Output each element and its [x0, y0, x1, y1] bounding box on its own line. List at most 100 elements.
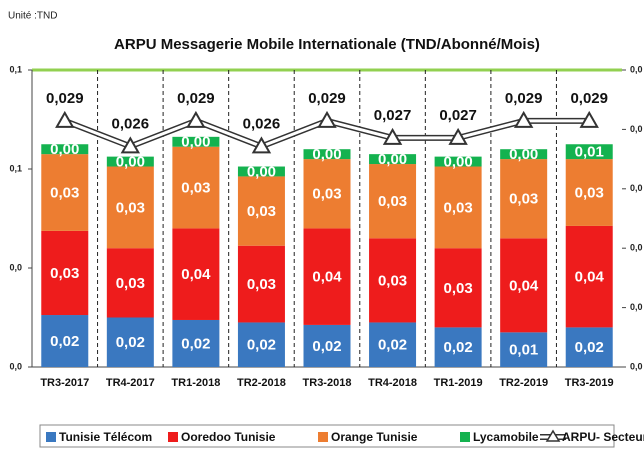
- bar-value-label: 0,03: [50, 265, 79, 282]
- bar-segment: [565, 327, 613, 367]
- bar-segment: [565, 225, 613, 328]
- bar-value-label: 0,00: [509, 146, 538, 163]
- bar-segment: [106, 156, 154, 167]
- bar-value-label: 0,03: [312, 186, 341, 203]
- line-marker: [251, 136, 272, 154]
- y2-tick-label: 0,0: [630, 302, 643, 312]
- unit-note: Unité :TND: [8, 11, 57, 22]
- bar-value-label: 0,03: [378, 272, 407, 289]
- bar-segment: [172, 228, 220, 320]
- bar-segment: [303, 228, 351, 325]
- bar-segment: [237, 166, 285, 177]
- x-tick-label: TR1-2019: [434, 377, 483, 389]
- line-value-label: 0,029: [46, 90, 84, 107]
- line-value-label: 0,029: [570, 90, 608, 107]
- bar-value-label: 0,03: [444, 280, 473, 297]
- x-tick-label: TR3-2019: [565, 377, 614, 389]
- x-tick-label: TR3-2017: [40, 377, 89, 389]
- bar-segment: [106, 317, 154, 367]
- bar-value-label: 0,01: [509, 342, 538, 359]
- bar-value-label: 0,00: [444, 154, 473, 171]
- line-value-label: 0,029: [308, 90, 346, 107]
- bar-segment: [303, 159, 351, 229]
- bar-value-label: 0,03: [247, 203, 276, 220]
- bar-value-label: 0,02: [181, 335, 210, 352]
- bar-value-label: 0,00: [247, 163, 276, 180]
- line-marker: [317, 110, 337, 128]
- line-marker: [448, 127, 468, 145]
- bar-segment: [434, 248, 482, 328]
- bar-value-label: 0,03: [247, 276, 276, 293]
- x-tick-label: TR4-2018: [368, 377, 417, 389]
- bar-value-label: 0,03: [509, 191, 538, 208]
- y2-tick-label: 0,0: [630, 361, 643, 371]
- y2-tick-label: 0,0: [630, 124, 643, 134]
- bar-segment: [106, 166, 154, 249]
- bar-value-label: 0,03: [116, 199, 145, 216]
- x-tick-label: TR1-2018: [171, 377, 220, 389]
- chart-title: ARPU Messagerie Mobile Internationale (T…: [114, 36, 540, 53]
- bar-value-label: 0,03: [378, 193, 407, 210]
- line-value-label: 0,026: [243, 115, 281, 132]
- bar-value-label: 0,03: [444, 199, 473, 216]
- bar-segment: [500, 238, 548, 333]
- bar-segment: [106, 248, 154, 318]
- bar-value-label: 0,02: [312, 338, 341, 355]
- bar-segment: [500, 332, 548, 367]
- legend-label: Tunisie Télécom: [59, 430, 152, 444]
- y2-tick-label: 0,0: [630, 243, 643, 253]
- legend-label: ARPU- Secteur: [562, 430, 644, 444]
- bar-value-label: 0,04: [181, 266, 211, 283]
- bar-segment: [369, 238, 417, 323]
- line-value-label: 0,026: [112, 115, 150, 132]
- line-value-label: 0,029: [177, 90, 215, 107]
- legend-label: Orange Tunisie: [331, 430, 418, 444]
- legend-box: [39, 424, 615, 448]
- bar-segment: [500, 149, 548, 160]
- x-tick-label: TR4-2017: [106, 377, 155, 389]
- bar-value-label: 0,03: [575, 184, 604, 201]
- y-tick-label: 0,1: [9, 64, 22, 74]
- bar-value-label: 0,00: [181, 134, 210, 151]
- line-marker: [513, 110, 534, 128]
- bar-value-label: 0,04: [575, 269, 605, 286]
- bar-segment: [41, 230, 89, 316]
- line-marker: [55, 110, 75, 128]
- line-marker: [186, 110, 206, 128]
- bar-value-label: 0,02: [247, 337, 276, 354]
- bar-segment: [41, 144, 89, 155]
- bar-segment: [41, 315, 89, 367]
- bar-segment: [237, 176, 285, 246]
- bar-value-label: 0,01: [575, 144, 604, 161]
- bar-segment: [237, 322, 285, 367]
- bar-segment: [369, 322, 417, 367]
- legend-swatch: [318, 432, 328, 442]
- bar-value-label: 0,02: [444, 339, 473, 356]
- bar-segment: [434, 156, 482, 167]
- legend-label: Ooredoo Tunisie: [181, 430, 276, 444]
- bar-value-label: 0,02: [575, 339, 604, 356]
- legend-label: Lycamobile: [473, 430, 539, 444]
- line-value-label: 0,027: [374, 107, 412, 124]
- bar-segment: [172, 319, 220, 367]
- bar-segment: [237, 245, 285, 323]
- bar-segment: [565, 144, 613, 160]
- bar-value-label: 0,02: [116, 334, 145, 351]
- line-marker: [120, 136, 141, 154]
- x-tick-label: TR2-2018: [237, 377, 286, 389]
- bar-value-label: 0,03: [181, 180, 210, 197]
- legend-swatch: [460, 432, 470, 442]
- bar-value-label: 0,03: [50, 184, 79, 201]
- y2-tick-label: 0,0: [630, 64, 643, 74]
- bar-value-label: 0,00: [116, 154, 145, 171]
- bar-value-label: 0,00: [378, 151, 407, 168]
- bar-segment: [500, 159, 548, 239]
- y-tick-label: 0,0: [9, 361, 22, 371]
- y-tick-label: 0,1: [9, 163, 22, 173]
- bar-segment: [303, 324, 351, 367]
- bar-segment: [369, 164, 417, 239]
- bar-value-label: 0,04: [312, 269, 342, 286]
- line-marker: [579, 110, 599, 128]
- legend-swatch: [168, 432, 178, 442]
- bar-segment: [434, 166, 482, 249]
